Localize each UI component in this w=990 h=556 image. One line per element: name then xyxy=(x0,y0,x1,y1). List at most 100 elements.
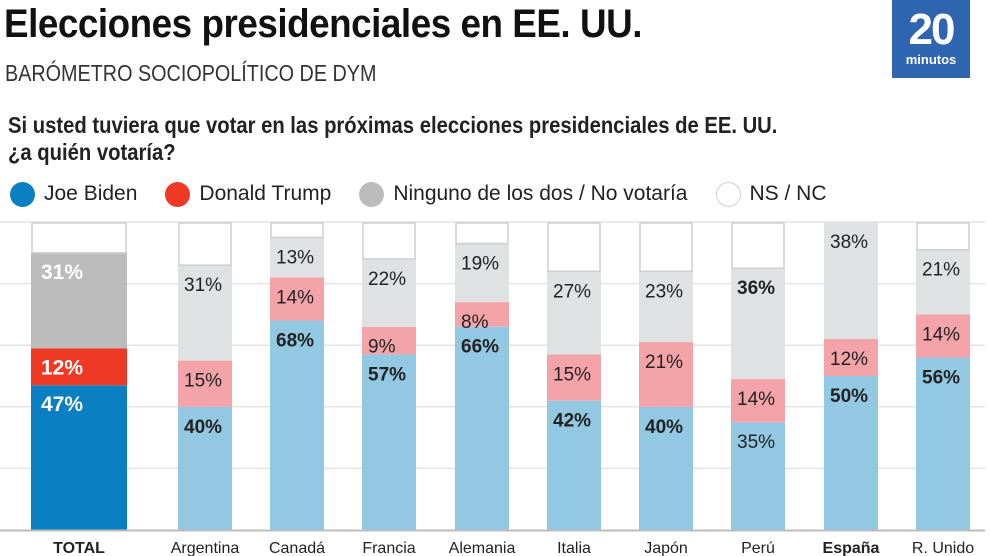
category-label: Japón xyxy=(644,540,688,556)
data-label: 40% xyxy=(184,417,222,438)
data-label: 50% xyxy=(830,386,868,407)
legend-label: Donald Trump xyxy=(199,182,332,205)
bar-segment xyxy=(731,379,785,423)
data-label: 9% xyxy=(368,337,396,358)
data-label: 42% xyxy=(553,411,591,432)
legend-item-nsnc: NS / NC xyxy=(715,181,827,207)
bar-segment xyxy=(639,222,693,273)
data-label: 40% xyxy=(645,417,683,438)
data-label: 19% xyxy=(461,254,499,275)
bar-segment xyxy=(547,400,601,530)
data-label: 13% xyxy=(276,247,314,268)
data-label: 12% xyxy=(830,349,868,370)
bar-segment xyxy=(455,302,509,327)
bar-segment xyxy=(547,271,601,355)
category-label: TOTAL xyxy=(53,540,105,556)
bar-segment xyxy=(547,222,601,273)
bar-segment xyxy=(270,237,324,278)
data-label: 15% xyxy=(184,371,222,392)
legend-swatch-ninguno xyxy=(359,181,385,207)
chart-title: Elecciones presidenciales en EE. UU. xyxy=(4,2,642,46)
data-label: 56% xyxy=(922,368,960,389)
bar-segment xyxy=(178,360,232,407)
bar-segment xyxy=(31,252,127,349)
logo-number: 20 xyxy=(908,5,956,54)
data-label: 27% xyxy=(553,281,591,302)
data-label: 22% xyxy=(368,269,406,290)
bar-segment xyxy=(455,243,509,303)
bar-segment xyxy=(639,271,693,343)
legend-item-trump: Donald Trump xyxy=(165,181,332,207)
bar-segment xyxy=(547,354,601,401)
chart-legend: Joe Biden Donald Trump Ninguno de los do… xyxy=(10,180,855,208)
bar-segment xyxy=(455,222,509,245)
bar-segment xyxy=(178,265,232,361)
bar-segment xyxy=(31,385,127,530)
data-label: 14% xyxy=(922,324,960,345)
chart-subtitle: BARÓMETRO SOCIOPOLÍTICO DE DYM xyxy=(5,60,377,86)
data-label: 31% xyxy=(41,261,83,284)
data-label: 14% xyxy=(737,389,775,410)
bar-segment xyxy=(362,354,416,530)
data-label: 68% xyxy=(276,331,314,352)
bar-segment xyxy=(31,348,127,386)
category-label: España xyxy=(823,540,880,556)
category-label: Alemania xyxy=(449,540,516,556)
bar-segment xyxy=(731,222,785,269)
category-label: R. Unido xyxy=(912,540,974,556)
data-label: 35% xyxy=(737,432,775,453)
bar-segment xyxy=(455,326,509,530)
bar-segment xyxy=(916,314,970,358)
question-line-1: Si usted tuviera que votar en las próxim… xyxy=(8,112,778,138)
category-label: Francia xyxy=(362,540,415,556)
legend-label: Joe Biden xyxy=(44,182,138,205)
bar-segment xyxy=(270,320,324,530)
category-label: Argentina xyxy=(171,540,240,556)
data-label: 8% xyxy=(461,312,489,333)
bar-segment xyxy=(824,339,878,376)
bar-segment xyxy=(824,376,878,530)
legend-label: NS / NC xyxy=(749,182,827,205)
legend-swatch-nsnc xyxy=(715,181,741,207)
category-label: Perú xyxy=(741,540,775,556)
bar-segment xyxy=(270,222,324,239)
question-line-2: ¿a quién votaría? xyxy=(8,139,176,165)
bar-segment xyxy=(178,406,232,530)
data-label: 66% xyxy=(461,337,499,358)
data-label: 15% xyxy=(553,364,591,385)
legend-item-ninguno: Ninguno de los dos / No votaría xyxy=(359,181,688,207)
bar-segment xyxy=(362,326,416,355)
data-label: 36% xyxy=(737,278,775,299)
bar-segment xyxy=(916,249,970,315)
category-label: Italia xyxy=(557,540,591,556)
legend-item-biden: Joe Biden xyxy=(10,181,138,207)
bar-segment xyxy=(639,406,693,530)
logo-word: minutos xyxy=(905,52,957,67)
data-label: 31% xyxy=(184,275,222,296)
data-label: 57% xyxy=(368,364,406,385)
bar-segment xyxy=(270,277,324,321)
bar-segment xyxy=(916,222,970,251)
data-label: 14% xyxy=(276,287,314,308)
bar-segment xyxy=(178,222,232,266)
data-label: 12% xyxy=(41,356,83,379)
data-label: 21% xyxy=(645,352,683,373)
category-label: Canadá xyxy=(269,540,325,556)
legend-swatch-trump xyxy=(165,181,191,207)
bar-segment xyxy=(639,342,693,407)
legend-label: Ninguno de los dos / No votaría xyxy=(393,182,688,205)
bar-segment xyxy=(362,258,416,327)
bar-segment xyxy=(824,222,878,340)
brand-logo: 20 minutos xyxy=(892,0,970,78)
bar-segment xyxy=(731,268,785,380)
legend-swatch-biden xyxy=(10,181,35,207)
bar-segment xyxy=(362,222,416,260)
bar-segment xyxy=(731,422,785,530)
survey-question: Si usted tuviera que votar en las próxim… xyxy=(8,112,777,166)
data-label: 38% xyxy=(830,232,868,253)
data-label: 47% xyxy=(41,393,83,416)
bar-segment xyxy=(31,222,127,254)
bar-segment xyxy=(916,357,970,530)
data-label: 23% xyxy=(645,281,683,302)
